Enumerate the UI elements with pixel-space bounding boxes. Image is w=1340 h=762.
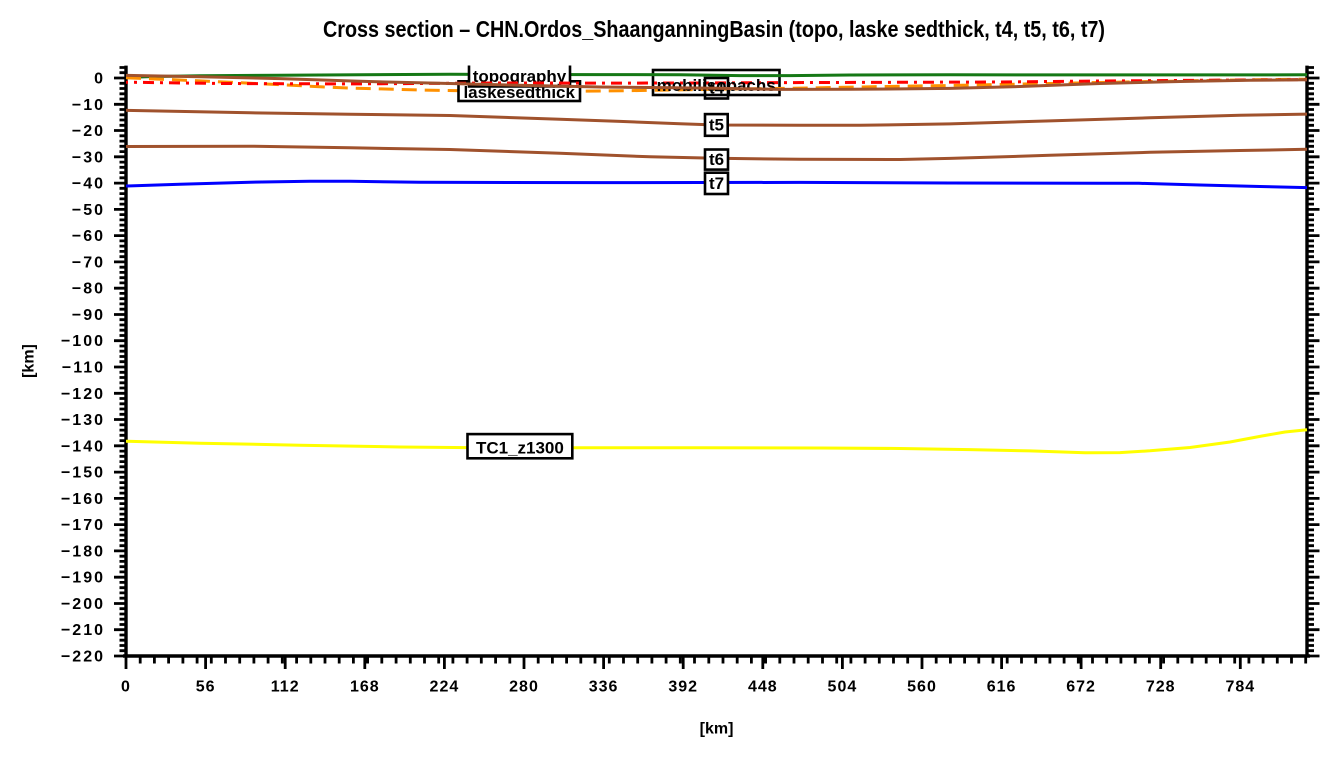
svg-text:560: 560 xyxy=(907,679,937,696)
svg-text:−60: −60 xyxy=(72,228,105,245)
svg-text:728: 728 xyxy=(1146,679,1176,696)
svg-text:−130: −130 xyxy=(61,412,105,429)
svg-text:t7: t7 xyxy=(709,174,724,193)
svg-text:−220: −220 xyxy=(61,649,105,666)
svg-text:−120: −120 xyxy=(61,386,105,403)
svg-text:−80: −80 xyxy=(72,281,105,298)
svg-text:−170: −170 xyxy=(61,517,105,534)
svg-text:784: 784 xyxy=(1225,679,1255,696)
svg-text:0: 0 xyxy=(121,679,131,696)
svg-text:t5: t5 xyxy=(709,115,724,134)
svg-text:−200: −200 xyxy=(61,596,105,613)
svg-text:616: 616 xyxy=(987,679,1017,696)
svg-text:[km]: [km] xyxy=(21,344,38,378)
svg-text:−40: −40 xyxy=(72,176,105,193)
svg-text:−140: −140 xyxy=(61,438,105,455)
svg-text:504: 504 xyxy=(828,679,858,696)
svg-text:112: 112 xyxy=(271,679,300,696)
svg-text:392: 392 xyxy=(668,679,698,696)
svg-text:−10: −10 xyxy=(72,97,105,114)
svg-text:448: 448 xyxy=(748,679,778,696)
svg-text:56: 56 xyxy=(196,679,216,696)
svg-text:0: 0 xyxy=(94,71,105,88)
svg-text:−70: −70 xyxy=(72,254,105,271)
svg-text:672: 672 xyxy=(1066,679,1096,696)
svg-text:topography: topography xyxy=(473,67,567,86)
svg-text:224: 224 xyxy=(430,679,460,696)
svg-text:−90: −90 xyxy=(72,307,105,324)
svg-text:−180: −180 xyxy=(61,543,105,560)
svg-text:−210: −210 xyxy=(61,622,105,639)
svg-text:336: 336 xyxy=(589,679,619,696)
svg-text:−160: −160 xyxy=(61,491,105,508)
svg-text:[km]: [km] xyxy=(700,721,734,738)
svg-text:280: 280 xyxy=(509,679,539,696)
svg-text:−150: −150 xyxy=(61,465,105,482)
svg-text:168: 168 xyxy=(350,679,380,696)
svg-text:−50: −50 xyxy=(72,202,105,219)
svg-text:TC1_z1300: TC1_z1300 xyxy=(476,438,564,457)
svg-text:−190: −190 xyxy=(61,570,105,587)
svg-text:−20: −20 xyxy=(72,123,105,140)
svg-text:−100: −100 xyxy=(61,333,105,350)
svg-text:−110: −110 xyxy=(62,360,105,377)
svg-text:Cross section – CHN.Ordos_Shaa: Cross section – CHN.Ordos_ShaanganningBa… xyxy=(323,16,1105,42)
svg-text:t6: t6 xyxy=(709,150,724,169)
svg-text:−30: −30 xyxy=(72,149,105,166)
